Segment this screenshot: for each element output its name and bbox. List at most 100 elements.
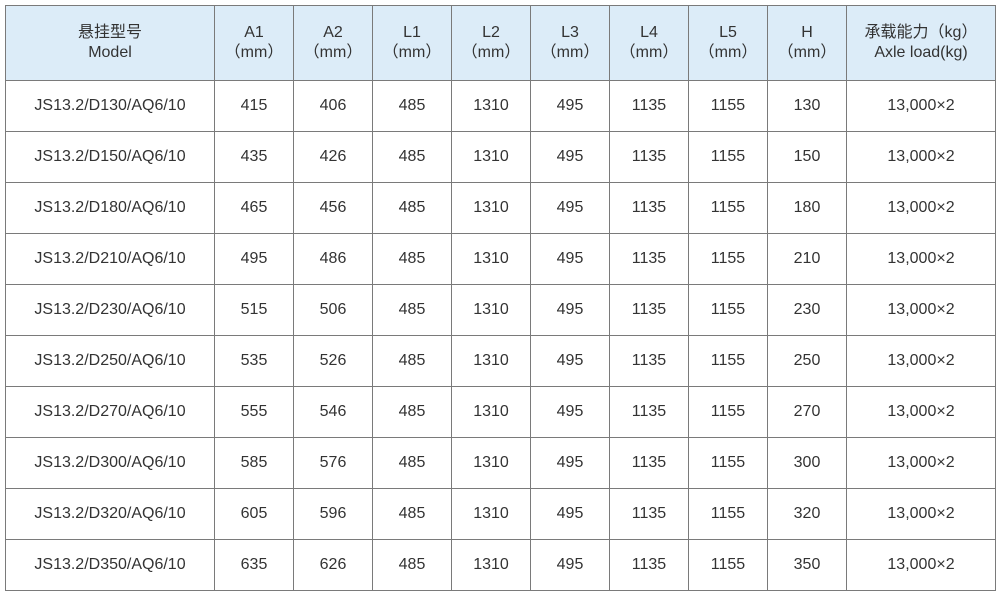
- header-line2: Axle load(kg): [874, 44, 968, 61]
- header-line1: 承载能力（kg）: [864, 24, 978, 41]
- column-header-l1: L1 （mm）: [372, 5, 452, 81]
- cell-h: 320: [767, 488, 847, 540]
- cell-l2: 1310: [451, 335, 531, 387]
- column-header-a1: A1 （mm）: [214, 5, 294, 81]
- header-line1: A1: [244, 24, 264, 41]
- cell-model: JS13.2/D130/AQ6/10: [5, 80, 215, 132]
- cell-l4: 1135: [609, 539, 689, 591]
- cell-a1: 465: [214, 182, 294, 234]
- header-line2: （mm）: [382, 44, 442, 61]
- cell-axle-load: 13,000×2: [846, 539, 996, 591]
- cell-l3: 495: [530, 233, 610, 285]
- cell-axle-load: 13,000×2: [846, 437, 996, 489]
- cell-model: JS13.2/D250/AQ6/10: [5, 335, 215, 387]
- header-line2: （mm）: [619, 44, 679, 61]
- cell-l1: 485: [372, 437, 452, 489]
- column-header-model: 悬挂型号 Model: [5, 5, 215, 81]
- suspension-spec-table: 悬挂型号 Model A1 （mm） A2 （mm） L1 （mm） L2 （mm） L3 （mm） L…: [5, 5, 996, 591]
- cell-l4: 1135: [609, 284, 689, 336]
- cell-l2: 1310: [451, 488, 531, 540]
- header-line1: L5: [719, 24, 737, 41]
- header-line1: A2: [323, 24, 343, 41]
- table-row: JS13.2/D210/AQ6/10 495 486 485 1310 495 1135 11…: [5, 233, 996, 285]
- cell-h: 300: [767, 437, 847, 489]
- column-header-l4: L4 （mm）: [609, 5, 689, 81]
- cell-h: 210: [767, 233, 847, 285]
- header-row: 悬挂型号 Model A1 （mm） A2 （mm） L1 （mm） L2 （mm） L3 （mm） L…: [5, 5, 996, 81]
- cell-a2: 506: [293, 284, 373, 336]
- column-header-axle-load: 承载能力（kg） Axle load(kg): [846, 5, 996, 81]
- cell-a1: 495: [214, 233, 294, 285]
- header-line1: L3: [561, 24, 579, 41]
- cell-l1: 485: [372, 80, 452, 132]
- table-row: JS13.2/D230/AQ6/10 515 506 485 1310 495 1135 11…: [5, 284, 996, 336]
- header-line1: L4: [640, 24, 658, 41]
- cell-l5: 1155: [688, 335, 768, 387]
- cell-l4: 1135: [609, 437, 689, 489]
- table-row: JS13.2/D250/AQ6/10 535 526 485 1310 495 1135 11…: [5, 335, 996, 387]
- cell-a2: 526: [293, 335, 373, 387]
- cell-l1: 485: [372, 131, 452, 183]
- cell-a1: 555: [214, 386, 294, 438]
- header-line2: （mm）: [461, 44, 521, 61]
- header-line2: （mm）: [777, 44, 837, 61]
- header-line1: 悬挂型号: [77, 24, 142, 41]
- cell-l2: 1310: [451, 182, 531, 234]
- cell-a2: 486: [293, 233, 373, 285]
- header-line1: H: [801, 24, 813, 41]
- header-line2: （mm）: [698, 44, 758, 61]
- cell-l1: 485: [372, 284, 452, 336]
- cell-l5: 1155: [688, 182, 768, 234]
- cell-l4: 1135: [609, 386, 689, 438]
- cell-a2: 626: [293, 539, 373, 591]
- cell-h: 270: [767, 386, 847, 438]
- cell-a2: 406: [293, 80, 373, 132]
- column-header-a2: A2 （mm）: [293, 5, 373, 81]
- cell-l2: 1310: [451, 284, 531, 336]
- cell-l4: 1135: [609, 233, 689, 285]
- cell-l3: 495: [530, 80, 610, 132]
- cell-model: JS13.2/D300/AQ6/10: [5, 437, 215, 489]
- cell-l3: 495: [530, 539, 610, 591]
- cell-model: JS13.2/D320/AQ6/10: [5, 488, 215, 540]
- cell-h: 150: [767, 131, 847, 183]
- cell-l1: 485: [372, 386, 452, 438]
- header-line1: L2: [482, 24, 500, 41]
- column-header-l5: L5 （mm）: [688, 5, 768, 81]
- cell-h: 350: [767, 539, 847, 591]
- table-row: JS13.2/D300/AQ6/10 585 576 485 1310 495 1135 11…: [5, 437, 996, 489]
- cell-a2: 456: [293, 182, 373, 234]
- cell-l4: 1135: [609, 335, 689, 387]
- column-header-l2: L2 （mm）: [451, 5, 531, 81]
- table-row: JS13.2/D270/AQ6/10 555 546 485 1310 495 1135 11…: [5, 386, 996, 438]
- cell-l5: 1155: [688, 488, 768, 540]
- cell-l2: 1310: [451, 539, 531, 591]
- cell-l3: 495: [530, 284, 610, 336]
- cell-a2: 546: [293, 386, 373, 438]
- cell-l5: 1155: [688, 386, 768, 438]
- cell-a1: 635: [214, 539, 294, 591]
- cell-axle-load: 13,000×2: [846, 386, 996, 438]
- column-header-l3: L3 （mm）: [530, 5, 610, 81]
- table-row: JS13.2/D350/AQ6/10 635 626 485 1310 495 1135 11…: [5, 539, 996, 591]
- cell-model: JS13.2/D350/AQ6/10: [5, 539, 215, 591]
- table-row: JS13.2/D320/AQ6/10 605 596 485 1310 495 1135 11…: [5, 488, 996, 540]
- cell-model: JS13.2/D210/AQ6/10: [5, 233, 215, 285]
- table-row: JS13.2/D130/AQ6/10 415 406 485 1310 495 1135 11…: [5, 80, 996, 132]
- cell-l4: 1135: [609, 488, 689, 540]
- cell-l1: 485: [372, 539, 452, 591]
- cell-l5: 1155: [688, 131, 768, 183]
- cell-model: JS13.2/D180/AQ6/10: [5, 182, 215, 234]
- cell-l5: 1155: [688, 539, 768, 591]
- cell-l1: 485: [372, 233, 452, 285]
- cell-l1: 485: [372, 335, 452, 387]
- cell-axle-load: 13,000×2: [846, 233, 996, 285]
- cell-l3: 495: [530, 131, 610, 183]
- cell-h: 130: [767, 80, 847, 132]
- cell-a1: 585: [214, 437, 294, 489]
- cell-l2: 1310: [451, 233, 531, 285]
- cell-axle-load: 13,000×2: [846, 335, 996, 387]
- cell-l5: 1155: [688, 80, 768, 132]
- cell-l4: 1135: [609, 182, 689, 234]
- cell-axle-load: 13,000×2: [846, 182, 996, 234]
